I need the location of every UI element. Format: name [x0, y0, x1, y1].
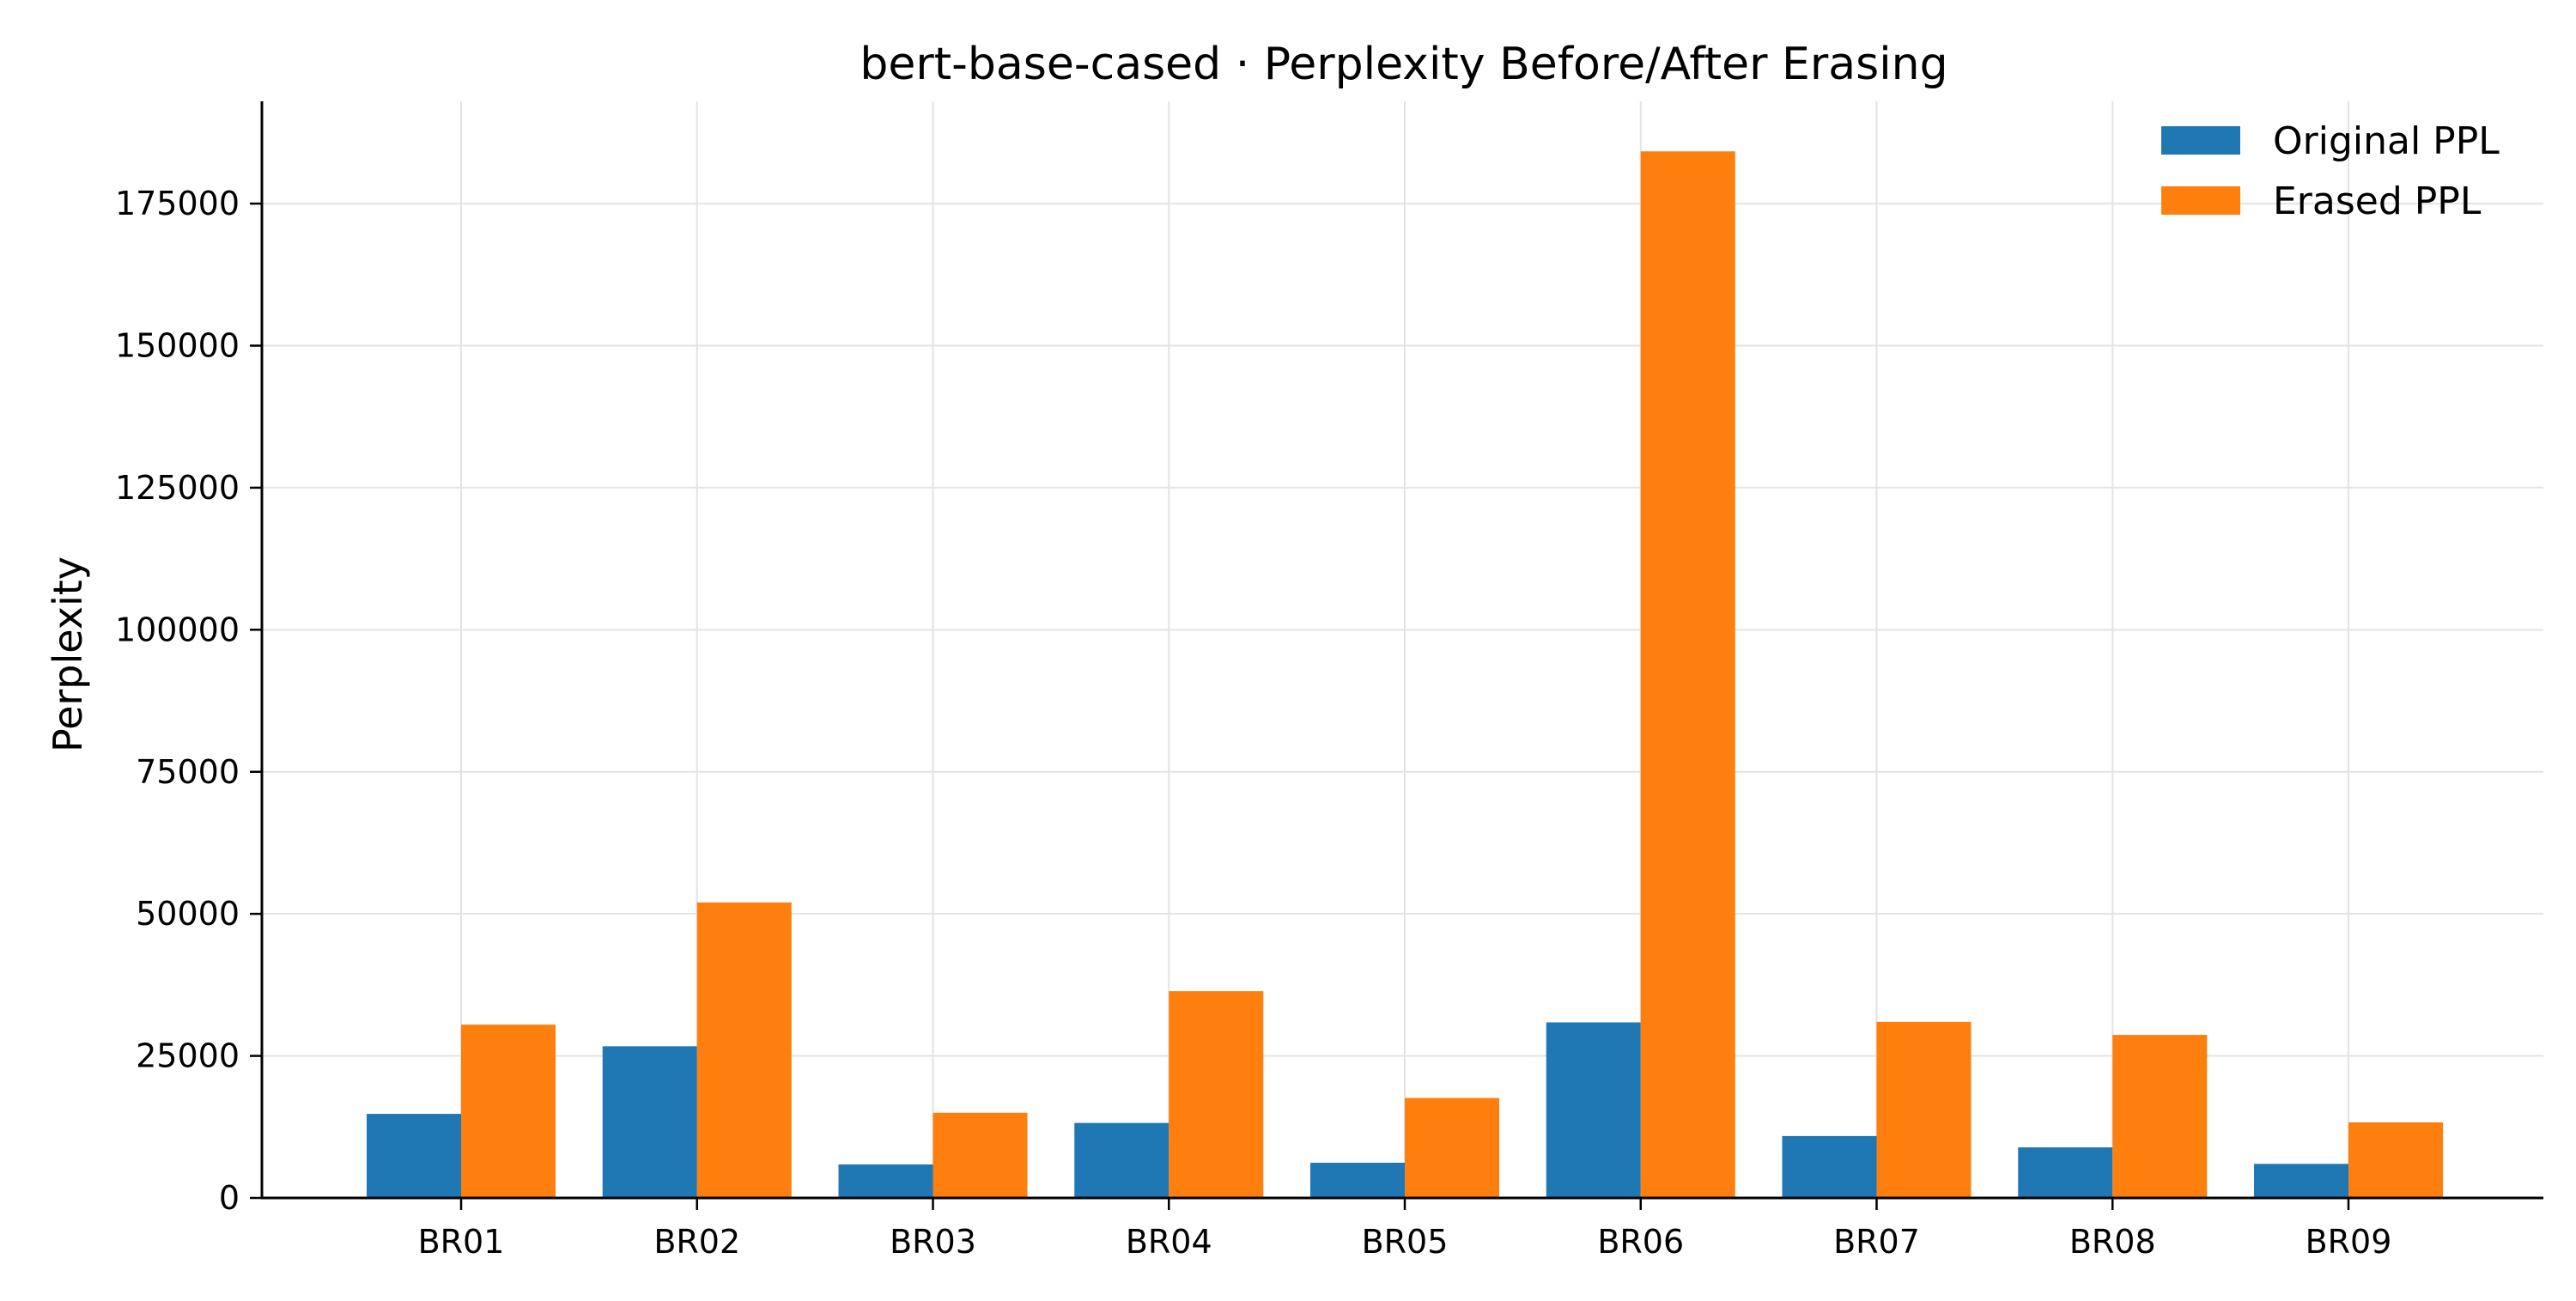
y-tick-label-3: 75000: [136, 753, 240, 791]
bar-erased-br01: [461, 1024, 556, 1198]
y-tick-label-0: 0: [219, 1179, 240, 1217]
legend-swatch-original: [2161, 126, 2240, 155]
x-tick-label-br06: BR06: [1597, 1223, 1684, 1261]
legend: Original PPL Erased PPL: [2161, 119, 2500, 223]
legend-swatch-erased: [2161, 186, 2240, 215]
y-tick-label-7: 175000: [115, 185, 240, 222]
bar-erased-br07: [1876, 1021, 1971, 1198]
y-tick-label-1: 25000: [136, 1037, 240, 1075]
bar-erased-br08: [2112, 1035, 2208, 1198]
x-tick-label-br09: BR09: [2306, 1223, 2392, 1261]
y-tick-label-6: 150000: [115, 327, 240, 365]
bar-original-br08: [2018, 1147, 2113, 1198]
bar-original-br04: [1074, 1122, 1170, 1198]
bar-original-br07: [1782, 1135, 1877, 1198]
y-axis-label: Perplexity: [45, 556, 91, 752]
bar-original-br02: [602, 1046, 697, 1198]
bar-original-br03: [838, 1164, 933, 1198]
x-tick-label-br05: BR05: [1362, 1223, 1449, 1261]
legend-label-erased: Erased PPL: [2273, 179, 2482, 223]
bar-erased-br05: [1405, 1097, 1499, 1198]
y-tick-label-2: 50000: [136, 895, 240, 933]
bar-erased-br04: [1169, 991, 1264, 1198]
legend-label-original: Original PPL: [2273, 119, 2500, 163]
bar-original-br09: [2254, 1164, 2348, 1198]
y-tick-label-5: 125000: [115, 469, 240, 507]
bar-erased-br09: [2348, 1122, 2443, 1198]
bar-original-br06: [1546, 1022, 1641, 1198]
bar-erased-br03: [933, 1112, 1028, 1198]
chart-title: bert-base-cased · Perplexity Before/Afte…: [860, 39, 1947, 90]
axes: [250, 101, 2543, 1210]
y-tick-label-4: 100000: [115, 611, 240, 648]
tick-labels: 0 25000 50000 75000 100000 125000 150000 175000…: [115, 185, 2391, 1261]
bars: [367, 151, 2443, 1198]
bar-erased-br02: [696, 902, 792, 1198]
x-tick-label-br02: BR02: [653, 1223, 740, 1261]
bar-original-br01: [367, 1114, 461, 1198]
x-tick-label-br03: BR03: [890, 1223, 976, 1261]
x-tick-label-br01: BR01: [418, 1223, 505, 1261]
bar-erased-br06: [1640, 151, 1735, 1198]
bar-original-br05: [1310, 1162, 1405, 1198]
x-tick-label-br08: BR08: [2069, 1223, 2156, 1261]
x-tick-label-br07: BR07: [1833, 1223, 1920, 1261]
x-tick-label-br04: BR04: [1126, 1223, 1212, 1261]
